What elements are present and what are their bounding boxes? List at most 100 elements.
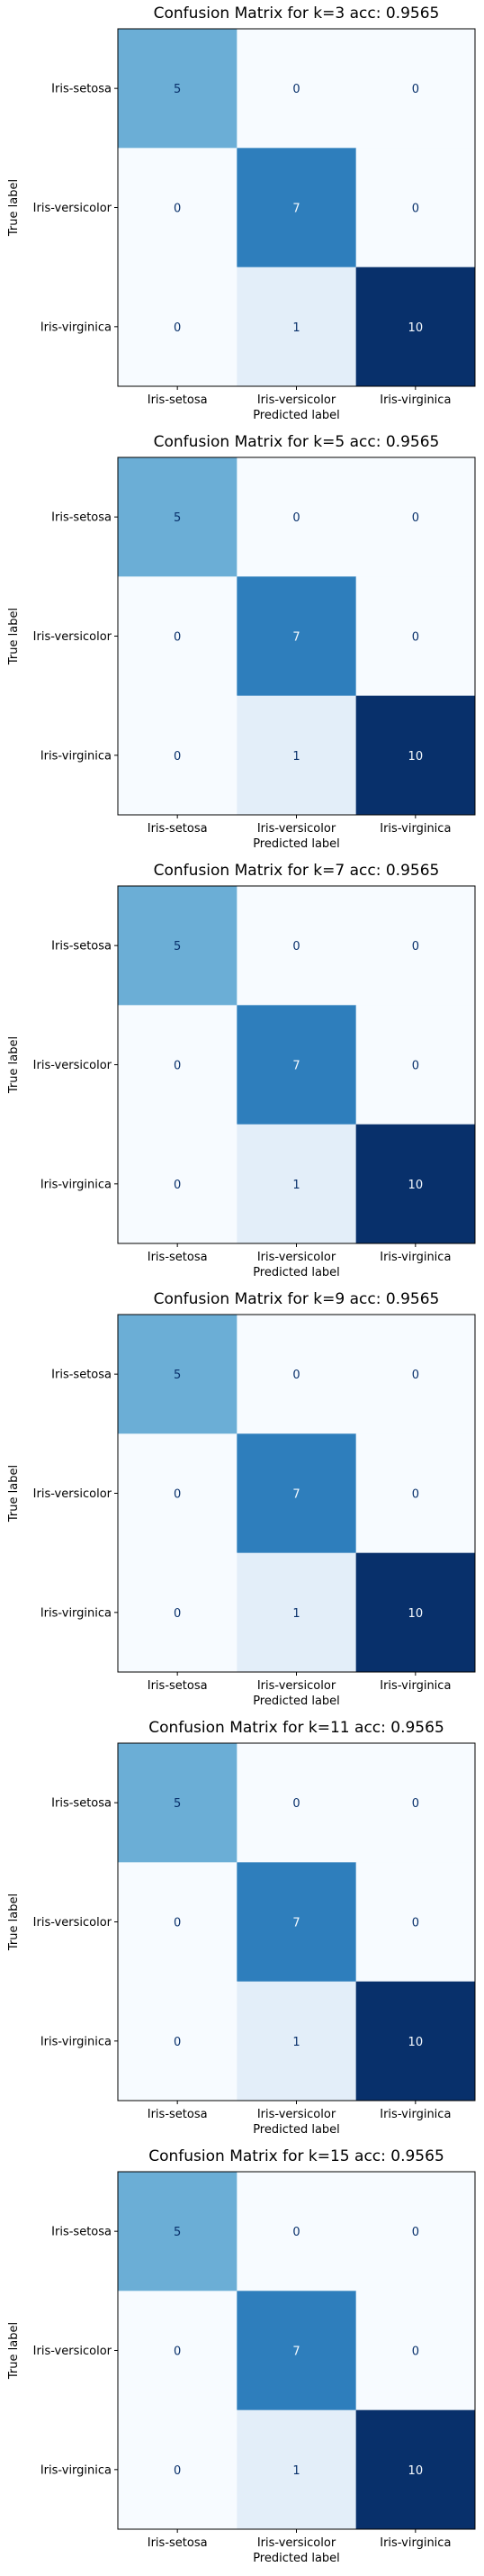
heatmap-cell (237, 457, 357, 577)
y-tick-label: Iris-setosa (51, 511, 112, 525)
x-axis-label: Predicted label (253, 1695, 340, 1708)
x-tick-label: Iris-virginica (380, 1251, 451, 1264)
cell-value-label: 0 (412, 1060, 419, 1073)
confusion-matrix-panel: Confusion Matrix for k=9 acc: 0.9565 5 0 0 0… (7, 1290, 476, 1708)
heatmap-cell (118, 1981, 238, 2101)
cell-value-label: 7 (292, 1060, 300, 1073)
cell-value-label: 0 (412, 2346, 419, 2359)
heatmap-cell (118, 1862, 238, 1983)
y-axis-label: True label (7, 608, 21, 665)
cell-value-label: 1 (292, 2464, 300, 2478)
x-tick-label: Iris-virginica (380, 1679, 451, 1693)
heatmap-cell (118, 2291, 238, 2411)
heatmap-cell (237, 2172, 357, 2291)
heatmap-cell (118, 457, 238, 577)
heatmap-cell (355, 695, 476, 816)
cell-value-label: 10 (408, 750, 424, 764)
heatmap-cell (237, 576, 357, 697)
heatmap-cell (355, 29, 476, 149)
cell-value-label: 10 (408, 2464, 424, 2478)
chart-title: Confusion Matrix for k=11 acc: 0.9565 (148, 1719, 444, 1737)
cell-value-label: 0 (292, 2226, 300, 2239)
x-tick-label: Iris-virginica (380, 393, 451, 407)
cell-value-label: 0 (412, 2226, 419, 2239)
heatmap-cell (355, 1981, 476, 2101)
y-axis-label: True label (7, 1036, 21, 1094)
x-tick-label: Iris-virginica (380, 822, 451, 836)
cell-value-label: 0 (412, 511, 419, 525)
x-tick-label: Iris-versicolor (257, 1251, 336, 1264)
cell-value-label: 7 (292, 203, 300, 216)
heatmap-cell (118, 1552, 238, 1673)
heatmap-cell (355, 457, 476, 577)
heatmap-cell (118, 1743, 238, 1863)
confusion-matrix-panel: Confusion Matrix for k=7 acc: 0.9565 5 0 0 0… (7, 862, 476, 1279)
y-tick-label: Iris-setosa (51, 1369, 112, 1382)
x-tick-label: Iris-versicolor (257, 393, 336, 407)
cell-value-label: 0 (412, 1797, 419, 1811)
y-tick-label: Iris-virginica (40, 321, 112, 334)
heatmap-cell (237, 148, 357, 268)
y-axis-label: True label (7, 2322, 21, 2380)
heatmap-cell (118, 1124, 238, 1244)
cell-value-label: 0 (412, 1917, 419, 1930)
cell-value-label: 1 (292, 750, 300, 764)
y-tick-label: Iris-versicolor (33, 202, 112, 215)
x-tick-label: Iris-setosa (148, 2108, 208, 2121)
heatmap-cell (237, 886, 357, 1006)
heatmap-cell (237, 1862, 357, 1983)
y-tick-label: Iris-setosa (51, 940, 112, 954)
heatmap-cell (118, 148, 238, 268)
y-axis-label: True label (7, 1465, 21, 1523)
heatmap-cell (237, 1124, 357, 1244)
cell-value-label: 0 (292, 940, 300, 954)
y-tick-label: Iris-versicolor (33, 1487, 112, 1501)
heatmap-cell (355, 1743, 476, 1863)
cell-value-label: 0 (412, 940, 419, 954)
x-tick-label: Iris-setosa (148, 822, 208, 836)
x-tick-label: Iris-versicolor (257, 1679, 336, 1693)
heatmap-cell (237, 267, 357, 387)
heatmap-cell (237, 2409, 357, 2530)
heatmap-cell (355, 1552, 476, 1673)
x-tick-label: Iris-versicolor (257, 822, 336, 836)
cell-value-label: 5 (174, 2226, 181, 2239)
cell-value-label: 0 (412, 203, 419, 216)
x-axis-label: Predicted label (253, 1266, 340, 1279)
cell-value-label: 0 (174, 2464, 181, 2478)
cell-value-label: 0 (174, 2036, 181, 2049)
cell-value-label: 7 (292, 1917, 300, 1930)
cell-value-label: 0 (174, 2346, 181, 2359)
cell-value-label: 5 (174, 1797, 181, 1811)
cell-value-label: 5 (174, 511, 181, 525)
heatmap-cell (118, 695, 238, 816)
cell-value-label: 0 (174, 321, 181, 335)
cell-value-label: 7 (292, 631, 300, 645)
cell-value-label: 1 (292, 1179, 300, 1192)
cell-value-label: 10 (408, 2036, 424, 2049)
x-tick-label: Iris-setosa (148, 393, 208, 407)
cell-value-label: 10 (408, 321, 424, 335)
heatmap-cell (355, 2172, 476, 2291)
cell-value-label: 7 (292, 1488, 300, 1502)
confusion-matrix-panel: Confusion Matrix for k=15 acc: 0.9565 5 0 0… (7, 2147, 476, 2565)
y-tick-label: Iris-virginica (40, 1606, 112, 1620)
y-tick-label: Iris-virginica (40, 2463, 112, 2477)
chart-title: Confusion Matrix for k=9 acc: 0.9565 (154, 1290, 440, 1308)
x-tick-label: Iris-setosa (148, 1251, 208, 1264)
cell-value-label: 0 (412, 631, 419, 645)
y-tick-label: Iris-setosa (51, 2226, 112, 2239)
cell-value-label: 0 (292, 1797, 300, 1811)
heatmap-cell (118, 1005, 238, 1125)
cell-value-label: 0 (292, 83, 300, 96)
heatmap-cell (355, 1124, 476, 1244)
heatmap-cell (118, 1315, 238, 1434)
cell-value-label: 10 (408, 1179, 424, 1192)
cell-value-label: 0 (174, 1060, 181, 1073)
heatmap-cell (118, 1433, 238, 1554)
heatmap-cell (237, 1552, 357, 1673)
heatmap-cell (237, 1433, 357, 1554)
x-tick-label: Iris-setosa (148, 2536, 208, 2550)
cell-value-label: 7 (292, 2346, 300, 2359)
heatmap-cell (118, 576, 238, 697)
